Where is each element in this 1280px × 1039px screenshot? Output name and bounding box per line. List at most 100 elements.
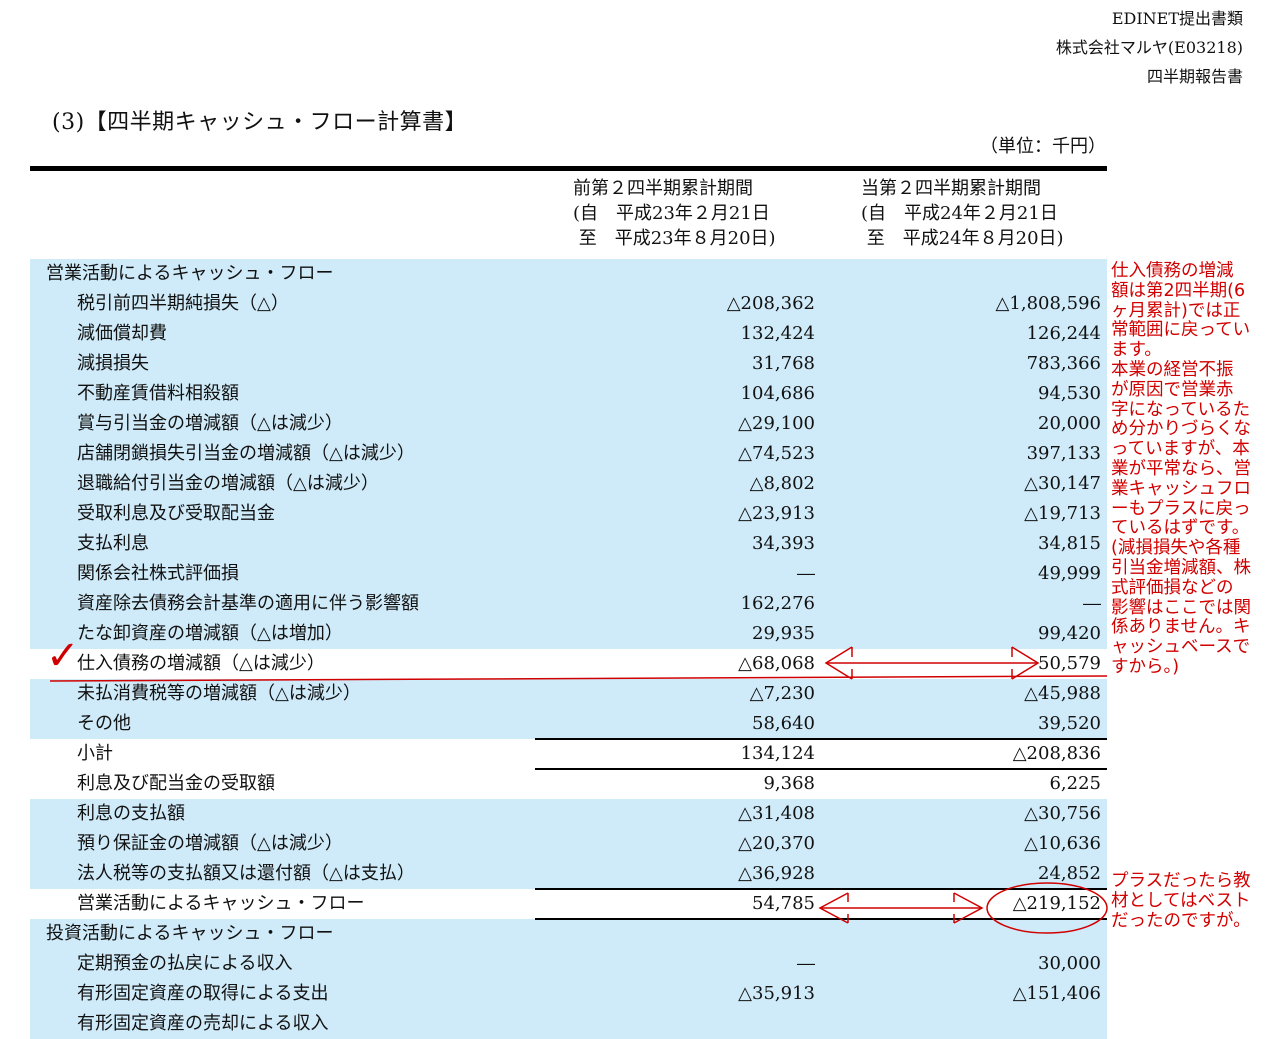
page-title: (3)【四半期キャッシュ・フロー計算書】	[52, 110, 468, 135]
value-prev-period: 162,276	[740, 593, 815, 614]
check-mark-icon: ✓	[46, 633, 80, 679]
unit-label: （単位：千円）	[980, 136, 1106, 157]
table-row: 減価償却費 132,424 126,244	[30, 319, 1107, 349]
value-curr-period: △45,988	[1024, 683, 1101, 704]
table-row: 税引前四半期純損失（△） △208,362 △1,808,596	[30, 289, 1107, 319]
table-row: 法人税等の支払額又は還付額（△は支払） △36,928 24,852	[30, 859, 1107, 889]
table-row: 利息の支払額 △31,408 △30,756	[30, 799, 1107, 829]
value-prev-period: △35,913	[738, 983, 815, 1004]
row-label: 有形固定資産の取得による支出	[77, 983, 329, 1004]
value-curr-period: △30,147	[1024, 473, 1101, 494]
value-curr-period: △19,713	[1024, 503, 1101, 524]
table-row: 関係会社株式評価損 ― 49,999	[30, 559, 1107, 589]
row-label: 利息の支払額	[77, 803, 185, 824]
value-curr-period: ―	[1083, 593, 1101, 614]
value-curr-period: 30,000	[1038, 953, 1101, 974]
value-prev-period: 132,424	[740, 323, 815, 344]
value-prev-period: 104,686	[740, 383, 815, 404]
value-curr-period: 99,420	[1038, 623, 1101, 644]
table-top-rule	[30, 166, 1107, 171]
table-row: その他 58,640 39,520	[30, 709, 1107, 739]
annotation-note-main: 仕入債務の増減 額は第2四半期(6 ヶ月累計)では正 常範囲に戻ってい ます。 …	[1111, 261, 1251, 677]
value-prev-period: △36,928	[738, 863, 815, 884]
row-label: 有形固定資産の売却による収入	[77, 1013, 329, 1034]
value-prev-period: △74,523	[738, 443, 815, 464]
table-row: 未払消費税等の増減額（△は減少） △7,230 △45,988	[30, 679, 1107, 709]
row-label: 小計	[77, 743, 113, 764]
value-curr-period: 783,366	[1026, 353, 1101, 374]
row-label: 店舗閉鎖損失引当金の増減額（△は減少）	[77, 443, 415, 464]
table-row: 賞与引当金の増減額（△は減少） △29,100 20,000	[30, 409, 1107, 439]
table-row: 小計 134,124 △208,836	[30, 738, 1107, 769]
value-curr-period: △30,756	[1024, 803, 1101, 824]
value-prev-period: ―	[797, 563, 815, 584]
table-row: 仕入債務の増減額（△は減少） △68,068 50,579	[30, 649, 1107, 679]
row-label: 受取利息及び受取配当金	[77, 503, 275, 524]
value-prev-period: △7,230	[749, 683, 815, 704]
row-label: 税引前四半期純損失（△）	[77, 293, 289, 314]
value-prev-period: 29,935	[752, 623, 815, 644]
value-prev-period: 31,768	[752, 353, 815, 374]
header-line-edinet: EDINET提出書類	[1111, 9, 1243, 28]
section-header-row: 営業活動によるキャッシュ・フロー	[30, 259, 1107, 289]
value-prev-period: ―	[797, 953, 815, 974]
row-label: 退職給付引当金の増減額（△は減少）	[77, 473, 379, 494]
header-line-report: 四半期報告書	[1146, 67, 1243, 86]
row-label: 賞与引当金の増減額（△は減少）	[77, 413, 343, 434]
value-curr-period: 397,133	[1026, 443, 1101, 464]
row-label: 営業活動によるキャッシュ・フロー	[46, 263, 334, 284]
value-prev-period: 34,393	[752, 533, 815, 554]
row-label: その他	[77, 713, 131, 734]
subtotal-rule	[535, 888, 1107, 890]
row-label: 支払利息	[77, 533, 149, 554]
value-curr-period: △10,636	[1024, 833, 1101, 854]
row-label: 利息及び配当金の受取額	[77, 773, 275, 794]
value-prev-period: 54,785	[752, 893, 815, 914]
value-curr-period: 34,815	[1038, 533, 1101, 554]
column-header-prev: 前第２四半期累計期間 (自 平成23年２月21日 至 平成23年８月20日)	[573, 178, 776, 249]
table-row: 店舗閉鎖損失引当金の増減額（△は減少） △74,523 397,133	[30, 439, 1107, 469]
row-label: 関係会社株式評価損	[77, 563, 239, 584]
row-label: 投資活動によるキャッシュ・フロー	[46, 923, 334, 944]
table-row: 不動産賃借料相殺額 104,686 94,530	[30, 379, 1107, 409]
table-row: たな卸資産の増減額（△は増加） 29,935 99,420	[30, 619, 1107, 649]
value-prev-period: △68,068	[738, 653, 815, 674]
value-prev-period: △29,100	[738, 413, 815, 434]
annotation-note-plus: プラスだったら教 材としてはベスト だったのですが。	[1111, 871, 1251, 931]
row-label: 減損損失	[77, 353, 149, 374]
value-curr-period: 20,000	[1038, 413, 1101, 434]
value-curr-period: 39,520	[1038, 713, 1101, 734]
header-line-company: 株式会社マルヤ(E03218)	[1055, 38, 1243, 57]
table-row: 有形固定資産の取得による支出 △35,913 △151,406	[30, 979, 1107, 1009]
row-label: 減価償却費	[77, 323, 167, 344]
table-row: 退職給付引当金の増減額（△は減少） △8,802 △30,147	[30, 469, 1107, 499]
row-label: たな卸資産の増減額（△は増加）	[77, 623, 343, 644]
cash-flow-table: 営業活動によるキャッシュ・フロー税引前四半期純損失（△） △208,362 △1,8…	[30, 259, 1107, 1039]
value-prev-period: △23,913	[738, 503, 815, 524]
row-label: 不動産賃借料相殺額	[77, 383, 239, 404]
table-row: 利息及び配当金の受取額 9,368 6,225	[30, 768, 1107, 799]
subtotal-rule	[535, 768, 1107, 770]
table-row: 預り保証金の増減額（△は減少） △20,370 △10,636	[30, 829, 1107, 859]
table-row: 定期預金の払戻による収入 ― 30,000	[30, 949, 1107, 979]
row-label: 仕入債務の増減額（△は減少）	[77, 653, 325, 674]
row-label: 定期預金の払戻による収入	[77, 953, 293, 974]
table-row: 有形固定資産の売却による収入	[30, 1009, 1107, 1039]
value-prev-period: △8,802	[749, 473, 815, 494]
table-row: 減損損失 31,768 783,366	[30, 349, 1107, 379]
value-curr-period: △219,152	[1012, 893, 1101, 914]
table-row: 支払利息 34,393 34,815	[30, 529, 1107, 559]
table-row: 資産除去債務会計基準の適用に伴う影響額 162,276 ―	[30, 589, 1107, 619]
value-curr-period: 126,244	[1026, 323, 1101, 344]
value-curr-period: 24,852	[1038, 863, 1101, 884]
row-label: 法人税等の支払額又は還付額（△は支払）	[77, 863, 415, 884]
subtotal-rule	[535, 918, 1107, 920]
row-label: 未払消費税等の増減額（△は減少）	[77, 683, 361, 704]
value-curr-period: 6,225	[1049, 773, 1101, 794]
value-curr-period: 50,579	[1038, 653, 1101, 674]
value-curr-period: 94,530	[1038, 383, 1101, 404]
row-label: 預り保証金の増減額（△は減少）	[77, 833, 343, 854]
value-prev-period: 58,640	[752, 713, 815, 734]
value-curr-period: △151,406	[1012, 983, 1101, 1004]
edinet-header: EDINET提出書類 株式会社マルヤ(E03218) 四半期報告書	[1056, 4, 1243, 91]
